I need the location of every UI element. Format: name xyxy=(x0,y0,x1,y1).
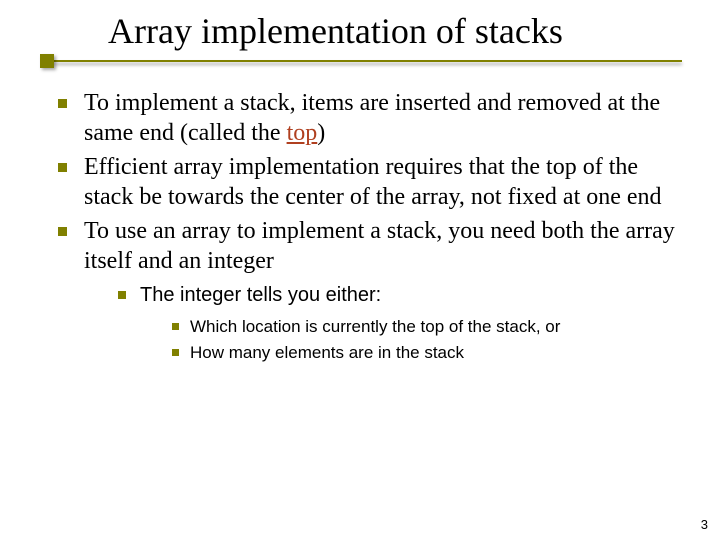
slide-body: To implement a stack, items are inserted… xyxy=(54,88,680,369)
slide-title: Array implementation of stacks xyxy=(108,10,690,52)
bullet-list-level3: Which location is currently the top of t… xyxy=(140,315,680,365)
list-item: To use an array to implement a stack, yo… xyxy=(54,216,680,365)
title-underline xyxy=(46,60,682,62)
list-item: Which location is currently the top of t… xyxy=(168,315,680,339)
page-number: 3 xyxy=(701,517,708,532)
bullet-text: To use an array to implement a stack, yo… xyxy=(84,218,675,274)
bullet-list-level2: The integer tells you either: Which loca… xyxy=(84,282,680,365)
title-container: Array implementation of stacks xyxy=(108,10,690,52)
bullet-text: Efficient array implementation requires … xyxy=(84,154,662,210)
list-item: Efficient array implementation requires … xyxy=(54,152,680,212)
bullet-list-level1: To implement a stack, items are inserted… xyxy=(54,88,680,365)
bullet-text: Which location is currently the top of t… xyxy=(190,317,560,336)
list-item: To implement a stack, items are inserted… xyxy=(54,88,680,148)
bullet-text: To implement a stack, items are inserted… xyxy=(84,90,660,146)
bullet-text: The integer tells you either: xyxy=(140,284,381,306)
title-square-icon xyxy=(40,54,54,68)
bullet-text: ) xyxy=(317,120,325,146)
bullet-text: How many elements are in the stack xyxy=(190,343,464,362)
hotlink-text: top xyxy=(287,120,318,146)
list-item: The integer tells you either: Which loca… xyxy=(114,282,680,365)
list-item: How many elements are in the stack xyxy=(168,341,680,365)
slide: Array implementation of stacks To implem… xyxy=(0,0,720,540)
